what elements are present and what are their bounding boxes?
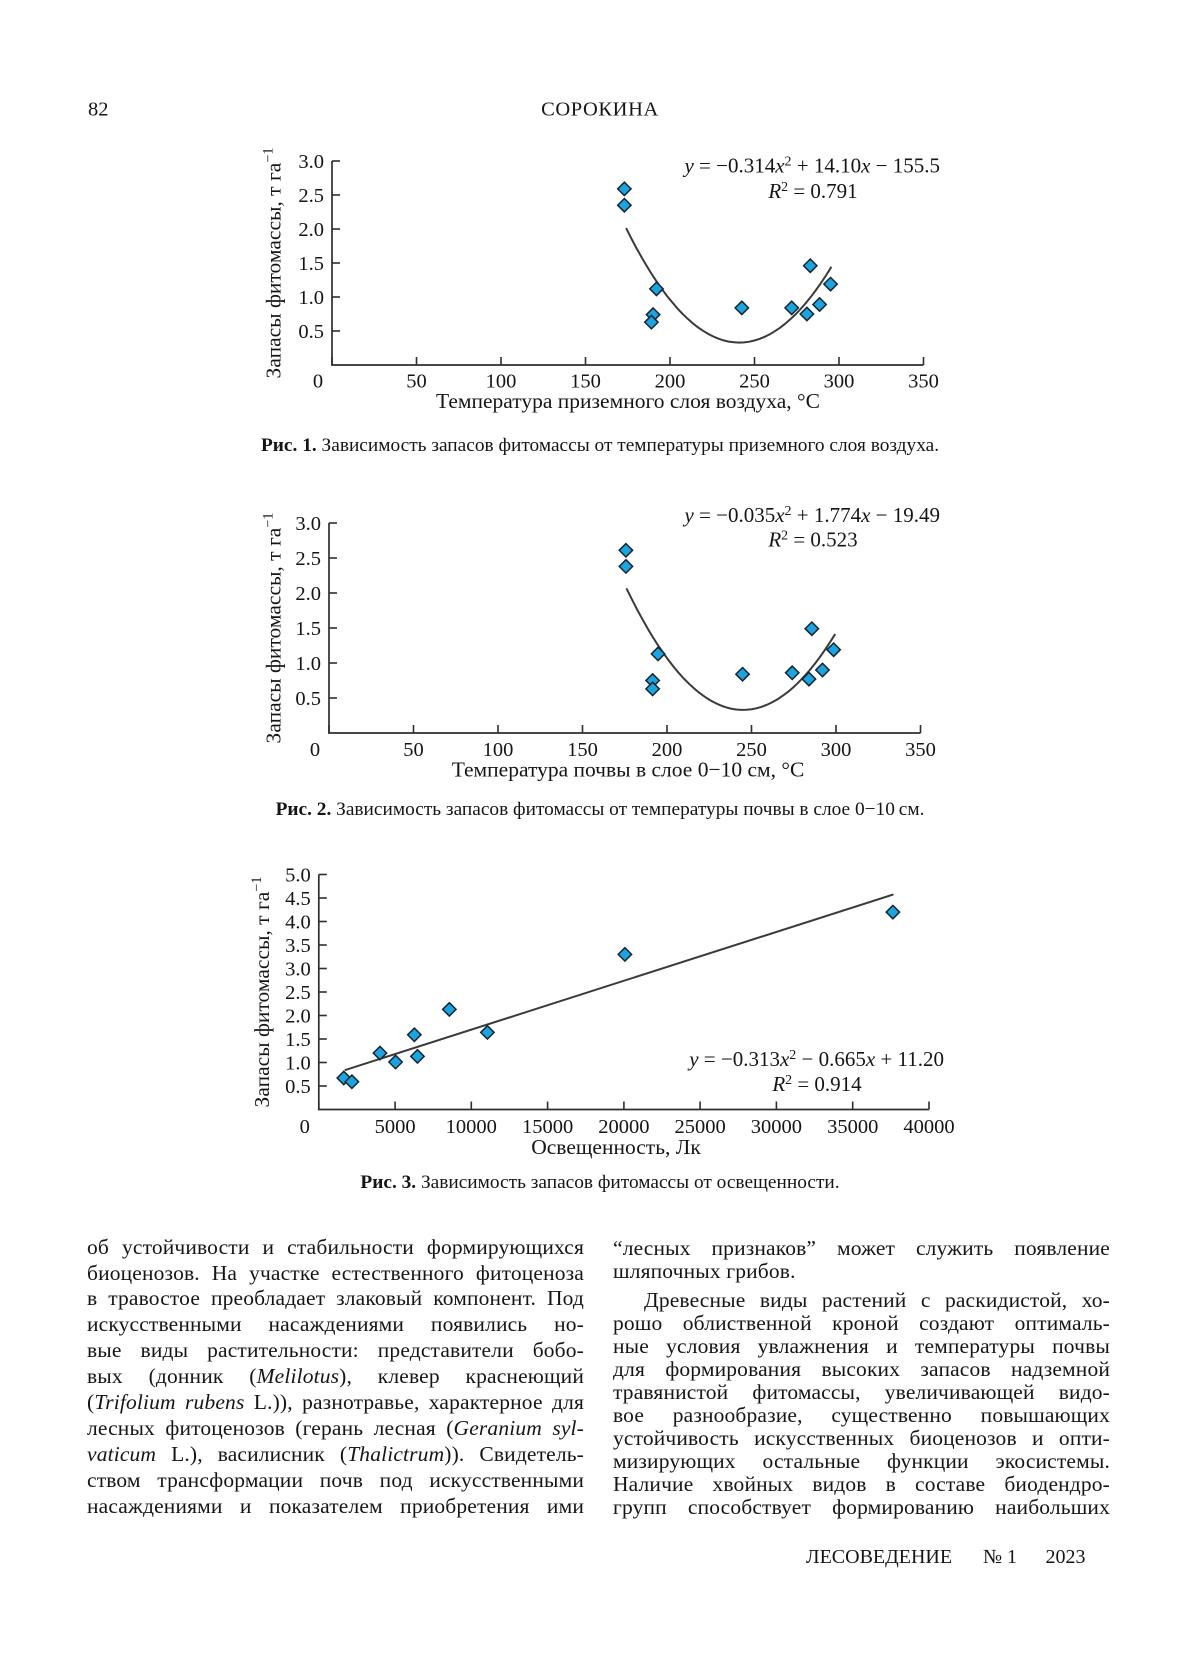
svg-text:3.5: 3.5	[285, 935, 311, 957]
svg-text:Температура приземного слоя во: Температура приземного слоя воздуха, °С	[436, 389, 820, 413]
svg-text:4.0: 4.0	[285, 912, 311, 934]
svg-text:4.5: 4.5	[285, 888, 311, 910]
svg-text:82: 82	[88, 99, 109, 121]
svg-text:30000: 30000	[751, 1116, 802, 1138]
svg-text:Запасы фитомассы, т га−1: Запасы фитомассы, т га−1	[261, 513, 286, 744]
svg-text:100: 100	[483, 739, 514, 761]
svg-text:3.0: 3.0	[295, 513, 321, 535]
svg-text:50: 50	[406, 371, 427, 393]
svg-text:R2 = 0.914: R2 = 0.914	[771, 1072, 862, 1096]
svg-text:100: 100	[486, 371, 517, 393]
svg-text:200: 200	[652, 739, 683, 761]
svg-text:1.5: 1.5	[285, 1029, 311, 1051]
svg-text:R2 = 0.791: R2 = 0.791	[767, 179, 857, 203]
svg-text:150: 150	[567, 739, 598, 761]
svg-text:2.5: 2.5	[298, 185, 324, 207]
svg-text:0: 0	[310, 739, 320, 761]
svg-text:Запасы фитомассы, т га−1: Запасы фитомассы, т га−1	[249, 877, 274, 1108]
svg-text:Запасы фитомассы, т га−1: Запасы фитомассы, т га−1	[261, 148, 286, 379]
svg-text:1.0: 1.0	[285, 1053, 311, 1075]
svg-text:350: 350	[905, 739, 936, 761]
svg-text:1.5: 1.5	[295, 618, 321, 640]
svg-text:20000: 20000	[598, 1116, 649, 1138]
svg-text:0: 0	[300, 1116, 310, 1138]
svg-text:35000: 35000	[827, 1116, 878, 1138]
svg-text:40000: 40000	[903, 1116, 954, 1138]
svg-text:25000: 25000	[674, 1116, 725, 1138]
svg-text:2.0: 2.0	[298, 219, 324, 241]
svg-text:50: 50	[403, 739, 424, 761]
svg-text:СОРОКИНА: СОРОКИНА	[541, 99, 659, 121]
svg-text:350: 350	[908, 371, 939, 393]
svg-text:y = −0.313x2 − 0.665x + 11.20: y = −0.313x2 − 0.665x + 11.20	[687, 1047, 944, 1071]
svg-text:250: 250	[739, 371, 770, 393]
svg-text:1.5: 1.5	[298, 253, 324, 275]
svg-text:5000: 5000	[375, 1116, 416, 1138]
svg-text:10000: 10000	[446, 1116, 497, 1138]
svg-text:2.5: 2.5	[295, 548, 321, 570]
svg-text:2.0: 2.0	[285, 1006, 311, 1028]
svg-text:2023: 2023	[1046, 1546, 1086, 1568]
svg-text:1.0: 1.0	[298, 287, 324, 309]
svg-text:Рис. 1. Зависимость запасов фи: Рис. 1. Зависимость запасов фитомассы от…	[261, 435, 939, 456]
svg-text:0.5: 0.5	[298, 321, 324, 343]
svg-text:0.5: 0.5	[295, 688, 321, 710]
svg-text:2.0: 2.0	[295, 583, 321, 605]
svg-text:y = −0.314x2 + 14.10x − 155.5: y = −0.314x2 + 14.10x − 155.5	[682, 153, 940, 177]
svg-text:5.0: 5.0	[285, 865, 311, 887]
svg-text:y = −0.035x2 + 1.774x − 19.49: y = −0.035x2 + 1.774x − 19.49	[682, 503, 940, 527]
svg-text:№ 1: № 1	[983, 1546, 1017, 1568]
svg-text:Рис. 2. Зависимость запасов фи: Рис. 2. Зависимость запасов фитомассы от…	[276, 799, 925, 820]
svg-text:300: 300	[821, 739, 852, 761]
svg-text:300: 300	[824, 371, 855, 393]
svg-text:1.0: 1.0	[295, 653, 321, 675]
svg-text:250: 250	[736, 739, 767, 761]
svg-text:0.5: 0.5	[285, 1076, 311, 1098]
svg-text:Освещенность, Лк: Освещенность, Лк	[531, 1135, 701, 1159]
svg-text:ЛЕСОВЕДЕНИЕ: ЛЕСОВЕДЕНИЕ	[806, 1546, 952, 1568]
svg-text:2.5: 2.5	[285, 982, 311, 1004]
svg-text:200: 200	[655, 371, 686, 393]
svg-text:R2 = 0.523: R2 = 0.523	[767, 528, 857, 552]
svg-text:Рис. 3. Зависимость запасов фи: Рис. 3. Зависимость запасов фитомассы от…	[360, 1172, 839, 1193]
svg-text:3.0: 3.0	[285, 959, 311, 981]
svg-text:150: 150	[570, 371, 601, 393]
svg-text:15000: 15000	[522, 1116, 573, 1138]
svg-text:3.0: 3.0	[298, 151, 324, 173]
svg-text:Температура почвы в слое 0−10: Температура почвы в слое 0−10 см, °С	[452, 758, 805, 782]
svg-text:0: 0	[313, 371, 323, 393]
